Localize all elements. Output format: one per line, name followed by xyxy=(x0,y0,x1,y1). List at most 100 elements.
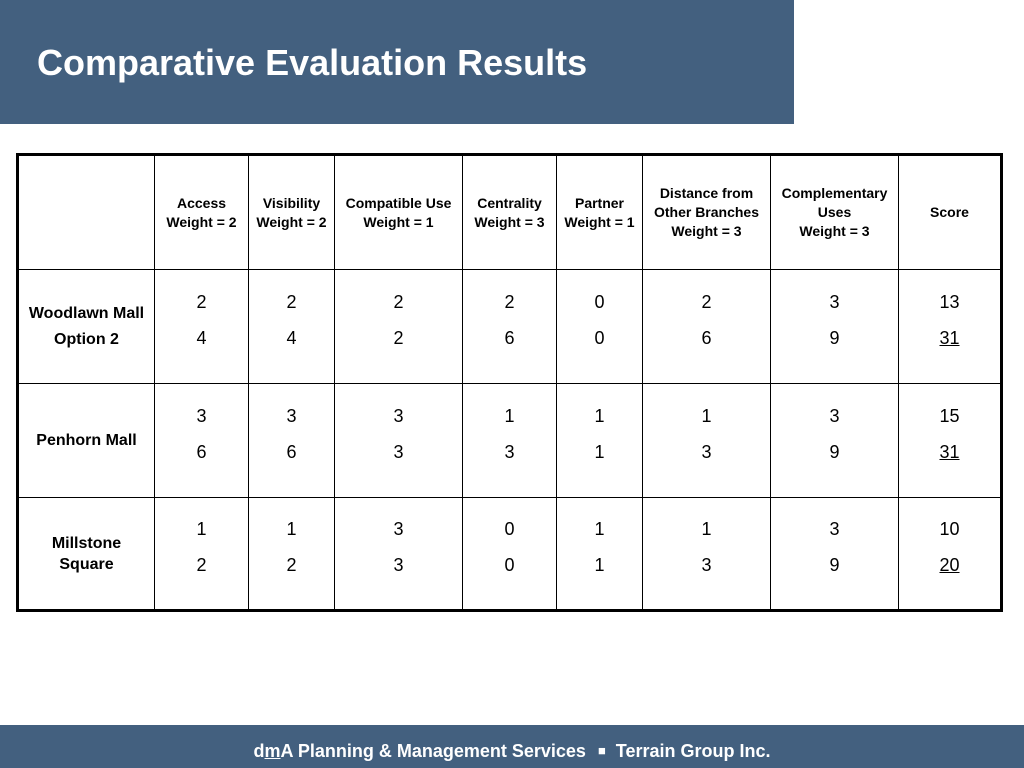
header-line: Weight = 3 xyxy=(799,223,870,239)
score-cell: 10 20 xyxy=(898,497,1002,611)
evaluation-table: Access Weight = 2 Visibility Weight = 2 … xyxy=(16,153,1003,612)
rating-value: 2 xyxy=(701,291,712,312)
rating-value: 2 xyxy=(393,291,404,312)
header-line: Weight = 3 xyxy=(474,213,545,230)
rating-value: 3 xyxy=(393,518,404,539)
rating-value: 1 xyxy=(286,518,297,539)
header-line: Access xyxy=(176,194,227,211)
header-line: Weight = 1 xyxy=(564,213,635,230)
company-name-rest: A Planning & Management Services xyxy=(280,741,586,761)
company-name-d: d xyxy=(253,741,265,761)
weighted-value: 3 xyxy=(393,554,404,575)
raw-score: 10 xyxy=(939,518,960,539)
header-partner: Partner Weight = 1 xyxy=(556,154,643,270)
score-cell: 13 31 xyxy=(898,269,1002,384)
weighted-value: 0 xyxy=(594,327,605,348)
weighted-value: 9 xyxy=(829,441,840,462)
header-line: Other Branches xyxy=(653,204,760,220)
header-line: Weight = 2 xyxy=(166,213,237,230)
weighted-value: 3 xyxy=(504,441,515,462)
rating-value: 3 xyxy=(196,405,207,426)
weighted-value: 4 xyxy=(196,327,207,348)
rating-value: 2 xyxy=(196,291,207,312)
header-access: Access Weight = 2 xyxy=(154,154,249,270)
header-line: Visibility xyxy=(262,194,321,211)
weighted-value: 6 xyxy=(286,441,297,462)
rating-value: 3 xyxy=(286,405,297,426)
slide-title: Comparative Evaluation Results xyxy=(37,42,588,83)
header-visibility: Visibility Weight = 2 xyxy=(248,154,335,270)
rating-value: 3 xyxy=(829,291,840,312)
row-label: Woodlawn Mall Option 2 xyxy=(17,269,155,384)
weighted-value: 2 xyxy=(196,554,207,575)
row-label: Millstone Square xyxy=(17,497,155,611)
rating-value: 3 xyxy=(829,405,840,426)
header-line: Weight = 3 xyxy=(671,223,742,239)
row-label-line: Square xyxy=(59,555,114,573)
footer-banner: dmA Planning & Management Services ■ Terra… xyxy=(0,725,1024,768)
rating-value: 3 xyxy=(829,518,840,539)
row-label-line: Penhorn Mall xyxy=(36,432,137,449)
weighted-value: 3 xyxy=(701,441,712,462)
header-line: Score xyxy=(930,204,969,220)
rating-value: 1 xyxy=(594,405,605,426)
header-distance: Distance from Other Branches Weight = 3 xyxy=(642,154,771,270)
weighted-value: 9 xyxy=(829,554,840,575)
header-line: Weight = 2 xyxy=(256,213,327,230)
square-bullet-icon: ■ xyxy=(597,743,606,758)
row-label-line: Option 2 xyxy=(54,331,119,348)
raw-score: 15 xyxy=(939,405,960,426)
header-line: Centrality xyxy=(477,194,542,211)
weighted-value: 0 xyxy=(504,554,515,575)
header-score: Score xyxy=(898,154,1002,270)
weighted-value: 2 xyxy=(393,327,404,348)
rating-value: 1 xyxy=(701,518,712,539)
partner-name: Terrain Group Inc. xyxy=(615,741,771,761)
rating-value: 1 xyxy=(701,405,712,426)
header-line: Distance from xyxy=(659,185,754,201)
header-complementary-uses: Complementary Uses Weight = 3 xyxy=(770,154,899,270)
raw-score: 13 xyxy=(939,291,960,312)
weighted-value: 6 xyxy=(504,327,515,348)
rating-value: 2 xyxy=(286,291,297,312)
weighted-value: 2 xyxy=(286,554,297,575)
rating-value: 1 xyxy=(504,405,515,426)
rating-value: 1 xyxy=(196,518,207,539)
rating-value: 0 xyxy=(594,291,605,312)
header-line: Weight = 1 xyxy=(363,213,434,230)
weighted-value: 4 xyxy=(286,327,297,348)
header-centrality: Centrality Weight = 3 xyxy=(462,154,557,270)
header-compatible-use: Compatible Use Weight = 1 xyxy=(334,154,463,270)
weighted-value: 1 xyxy=(594,441,605,462)
header-line: Complementary xyxy=(781,185,888,201)
footer-credits: dmA Planning & Management Services ■ Terra… xyxy=(0,740,1024,762)
row-label: Penhorn Mall xyxy=(17,383,155,498)
header-row: Access Weight = 2 Visibility Weight = 2 … xyxy=(17,154,1002,270)
corner-cell xyxy=(17,154,155,270)
header-line: Compatible Use xyxy=(345,194,452,211)
header-line: Uses xyxy=(817,204,852,220)
weighted-total: 20 xyxy=(939,554,960,575)
weighted-total: 31 xyxy=(939,441,960,462)
